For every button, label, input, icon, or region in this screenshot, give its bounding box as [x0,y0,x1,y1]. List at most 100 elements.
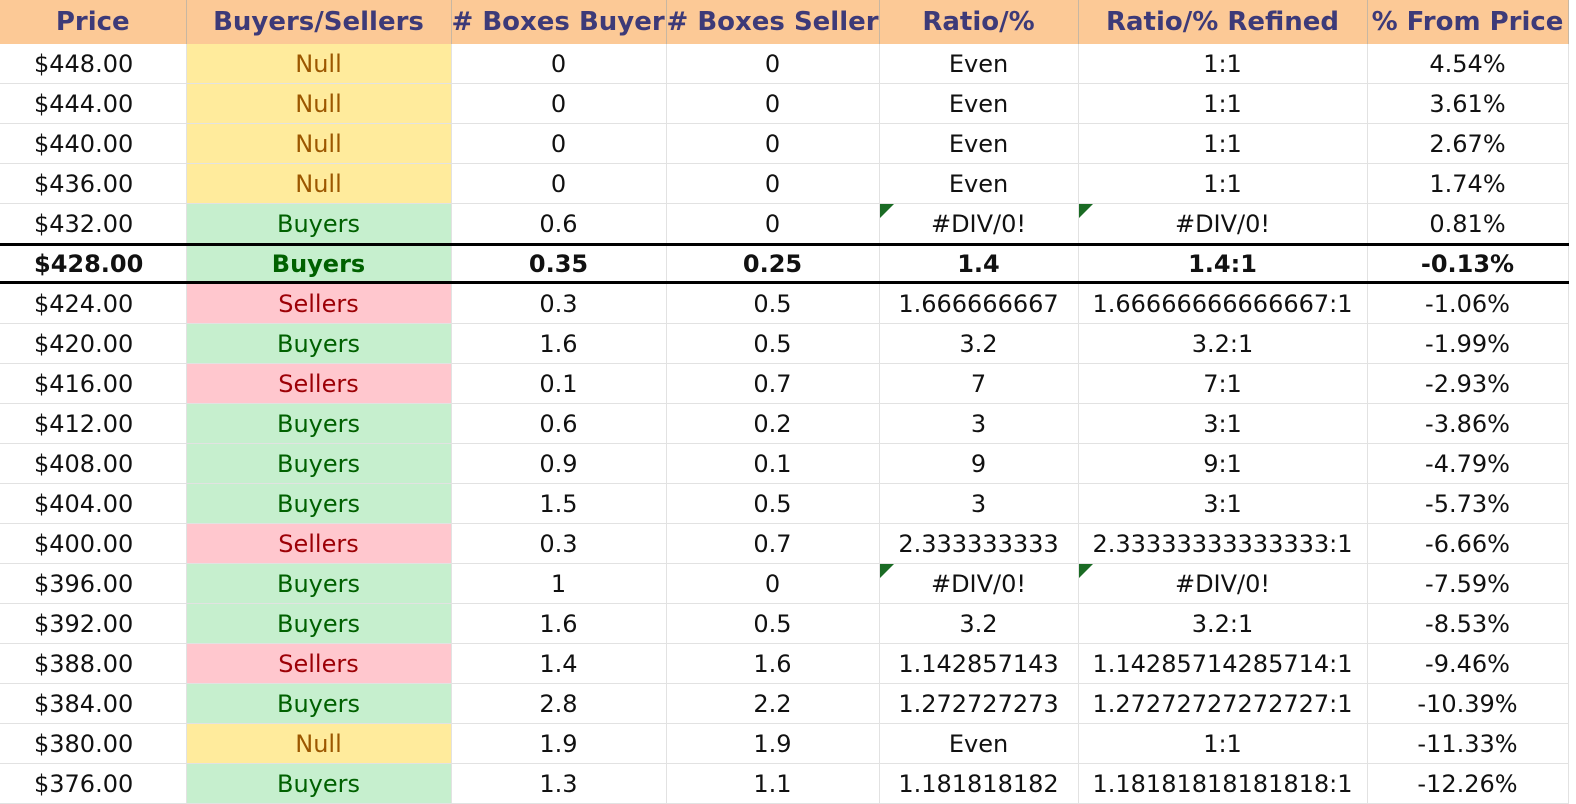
buyers-sellers-cell[interactable]: Null [186,44,451,84]
ratio-cell[interactable]: 1.181818182 [879,764,1078,804]
header-boxes-buyers[interactable]: # Boxes Buyers [451,0,666,44]
ratio-refined-cell[interactable]: #DIV/0! [1078,564,1367,604]
buyers-sellers-cell[interactable]: Sellers [186,283,451,324]
boxes-sellers-cell[interactable]: 0 [666,164,879,204]
buyers-sellers-cell[interactable]: Null [186,124,451,164]
price-cell[interactable]: $444.00 [0,84,186,124]
boxes-buyers-cell[interactable]: 1.6 [451,604,666,644]
price-cell[interactable]: $408.00 [0,444,186,484]
ratio-refined-cell[interactable]: 3:1 [1078,484,1367,524]
from-price-cell[interactable]: -3.86% [1367,404,1568,444]
price-cell[interactable]: $428.00 [0,245,186,283]
boxes-buyers-cell[interactable]: 1.6 [451,324,666,364]
boxes-sellers-cell[interactable]: 0.5 [666,604,879,644]
buyers-sellers-cell[interactable]: Sellers [186,364,451,404]
from-price-cell[interactable]: 0.81% [1367,204,1568,245]
from-price-cell[interactable]: -0.13% [1367,245,1568,283]
boxes-sellers-cell[interactable]: 0.2 [666,404,879,444]
boxes-buyers-cell[interactable]: 0.3 [451,283,666,324]
price-cell[interactable]: $420.00 [0,324,186,364]
buyers-sellers-cell[interactable]: Buyers [186,564,451,604]
header-from-price[interactable]: % From Price [1367,0,1568,44]
boxes-buyers-cell[interactable]: 0 [451,164,666,204]
ratio-cell[interactable]: #DIV/0! [879,564,1078,604]
ratio-cell[interactable]: 1.666666667 [879,283,1078,324]
buyers-sellers-cell[interactable]: Buyers [186,324,451,364]
ratio-cell[interactable]: 3 [879,404,1078,444]
buyers-sellers-cell[interactable]: Buyers [186,245,451,283]
ratio-cell[interactable]: #DIV/0! [879,204,1078,245]
boxes-sellers-cell[interactable]: 0 [666,84,879,124]
boxes-sellers-cell[interactable]: 2.2 [666,684,879,724]
ratio-cell[interactable]: Even [879,124,1078,164]
ratio-cell[interactable]: 9 [879,444,1078,484]
boxes-sellers-cell[interactable]: 0.5 [666,324,879,364]
header-buyers-sellers[interactable]: Buyers/Sellers [186,0,451,44]
buyers-sellers-cell[interactable]: Null [186,164,451,204]
ratio-refined-cell[interactable]: 1.18181818181818:1 [1078,764,1367,804]
ratio-refined-cell[interactable]: 1.27272727272727:1 [1078,684,1367,724]
ratio-refined-cell[interactable]: 7:1 [1078,364,1367,404]
buyers-sellers-cell[interactable]: Sellers [186,524,451,564]
ratio-cell[interactable]: 3 [879,484,1078,524]
boxes-buyers-cell[interactable]: 0.6 [451,404,666,444]
buyers-sellers-cell[interactable]: Buyers [186,204,451,245]
header-boxes-sellers[interactable]: # Boxes Sellers [666,0,879,44]
boxes-buyers-cell[interactable]: 0.35 [451,245,666,283]
from-price-cell[interactable]: -6.66% [1367,524,1568,564]
from-price-cell[interactable]: -1.99% [1367,324,1568,364]
boxes-sellers-cell[interactable]: 0 [666,124,879,164]
buyers-sellers-cell[interactable]: Null [186,724,451,764]
ratio-refined-cell[interactable]: #DIV/0! [1078,204,1367,245]
boxes-sellers-cell[interactable]: 0 [666,44,879,84]
price-cell[interactable]: $392.00 [0,604,186,644]
price-cell[interactable]: $424.00 [0,283,186,324]
price-cell[interactable]: $440.00 [0,124,186,164]
boxes-sellers-cell[interactable]: 0 [666,564,879,604]
ratio-cell[interactable]: 7 [879,364,1078,404]
boxes-buyers-cell[interactable]: 1 [451,564,666,604]
boxes-sellers-cell[interactable]: 0.25 [666,245,879,283]
ratio-cell[interactable]: 1.272727273 [879,684,1078,724]
boxes-buyers-cell[interactable]: 1.9 [451,724,666,764]
ratio-refined-cell[interactable]: 9:1 [1078,444,1367,484]
boxes-sellers-cell[interactable]: 0.5 [666,283,879,324]
price-cell[interactable]: $436.00 [0,164,186,204]
price-cell[interactable]: $376.00 [0,764,186,804]
ratio-refined-cell[interactable]: 1:1 [1078,84,1367,124]
price-cell[interactable]: $388.00 [0,644,186,684]
from-price-cell[interactable]: -5.73% [1367,484,1568,524]
ratio-refined-cell[interactable]: 3.2:1 [1078,324,1367,364]
boxes-buyers-cell[interactable]: 0.6 [451,204,666,245]
ratio-cell[interactable]: Even [879,164,1078,204]
boxes-buyers-cell[interactable]: 0 [451,84,666,124]
boxes-buyers-cell[interactable]: 2.8 [451,684,666,724]
ratio-refined-cell[interactable]: 1.4:1 [1078,245,1367,283]
from-price-cell[interactable]: -2.93% [1367,364,1568,404]
boxes-sellers-cell[interactable]: 0.5 [666,484,879,524]
boxes-buyers-cell[interactable]: 0 [451,44,666,84]
price-cell[interactable]: $412.00 [0,404,186,444]
price-cell[interactable]: $380.00 [0,724,186,764]
header-ratio-refined[interactable]: Ratio/% Refined [1078,0,1367,44]
ratio-cell[interactable]: Even [879,44,1078,84]
buyers-sellers-cell[interactable]: Buyers [186,684,451,724]
ratio-refined-cell[interactable]: 3.2:1 [1078,604,1367,644]
boxes-sellers-cell[interactable]: 0 [666,204,879,245]
price-cell[interactable]: $432.00 [0,204,186,245]
boxes-sellers-cell[interactable]: 0.7 [666,364,879,404]
ratio-refined-cell[interactable]: 1.66666666666667:1 [1078,283,1367,324]
from-price-cell[interactable]: -12.26% [1367,764,1568,804]
from-price-cell[interactable]: -9.46% [1367,644,1568,684]
boxes-buyers-cell[interactable]: 1.3 [451,764,666,804]
ratio-cell[interactable]: Even [879,84,1078,124]
ratio-cell[interactable]: Even [879,724,1078,764]
price-cell[interactable]: $448.00 [0,44,186,84]
ratio-refined-cell[interactable]: 2.33333333333333:1 [1078,524,1367,564]
boxes-buyers-cell[interactable]: 0.9 [451,444,666,484]
buyers-sellers-cell[interactable]: Buyers [186,764,451,804]
from-price-cell[interactable]: -7.59% [1367,564,1568,604]
price-cell[interactable]: $400.00 [0,524,186,564]
from-price-cell[interactable]: 3.61% [1367,84,1568,124]
boxes-buyers-cell[interactable]: 0.1 [451,364,666,404]
